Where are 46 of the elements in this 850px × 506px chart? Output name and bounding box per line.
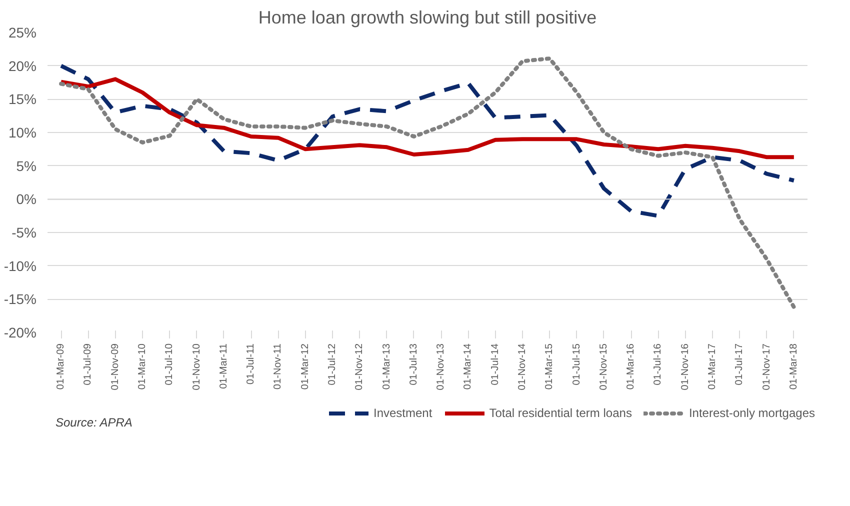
x-tick-label: 01-Jul-15 — [571, 343, 582, 386]
x-tick-label: 01-Jul-16 — [652, 343, 664, 386]
x-tick-label: 01-Nov-17 — [761, 343, 772, 390]
x-tick-label: 01-Nov-14 — [517, 343, 528, 390]
y-tick-label: 10% — [8, 124, 37, 140]
y-tick-label: 20% — [8, 58, 37, 74]
x-tick-label: 01-Jul-11 — [246, 343, 257, 384]
chart-title: Home loan growth slowing but still positive — [258, 8, 597, 28]
x-tick-label: 01-Jul-12 — [327, 343, 338, 386]
y-tick-label: 15% — [8, 91, 37, 108]
y-tick-label: -10% — [4, 258, 37, 274]
x-tick-label: 01-Nov-16 — [680, 343, 691, 390]
legend-label: Interest-only mortgages — [688, 406, 815, 420]
line-series — [59, 77, 796, 160]
x-tick-label: 01-Jul-14 — [490, 343, 501, 386]
x-tick-label: 01-Mar-09 — [56, 343, 67, 390]
x-tick-label: 01-Mar-11 — [218, 343, 230, 389]
x-tick-label: 01-Jul-13 — [408, 343, 420, 386]
x-tick-label: 01-Mar-17 — [707, 343, 718, 390]
y-tick-label: 5% — [16, 158, 36, 174]
line-series — [59, 56, 796, 310]
y-tick-label: -15% — [4, 291, 37, 308]
x-tick-label: 01-Nov-12 — [354, 343, 366, 390]
legend-label: Investment — [374, 406, 432, 420]
y-tick-label: 25% — [8, 24, 37, 40]
x-tick-label: 01-Nov-13 — [436, 343, 447, 390]
x-tick-label: 01-Mar-10 — [137, 343, 148, 390]
x-tick-label: 01-Nov-11 — [272, 343, 284, 390]
x-tick-label: 01-Mar-13 — [381, 343, 392, 390]
x-tick-label: 01-Mar-12 — [300, 343, 311, 390]
x-tick-label: 01-Nov-09 — [110, 343, 121, 390]
y-tick-label: -20% — [4, 324, 37, 340]
x-tick-label: 01-Mar-15 — [544, 343, 556, 390]
legend-label: Total residential term loans — [489, 406, 632, 420]
line-series — [59, 64, 796, 218]
x-tick-label: 01-Mar-18 — [788, 343, 800, 390]
y-tick-label: -5% — [12, 224, 37, 240]
x-tick-label: 01-Nov-15 — [598, 343, 610, 390]
source-note: Source: APRA — [56, 416, 132, 430]
y-tick-label: 0% — [16, 191, 36, 208]
x-tick-label: 01-Jul-09 — [82, 343, 94, 386]
x-tick-label: 01-Mar-16 — [626, 343, 637, 390]
x-tick-label: 01-Jul-17 — [734, 343, 746, 386]
x-tick-label: 01-Mar-14 — [462, 343, 474, 390]
x-tick-label: 01-Nov-10 — [191, 343, 202, 390]
x-tick-label: 01-Jul-10 — [164, 343, 176, 386]
